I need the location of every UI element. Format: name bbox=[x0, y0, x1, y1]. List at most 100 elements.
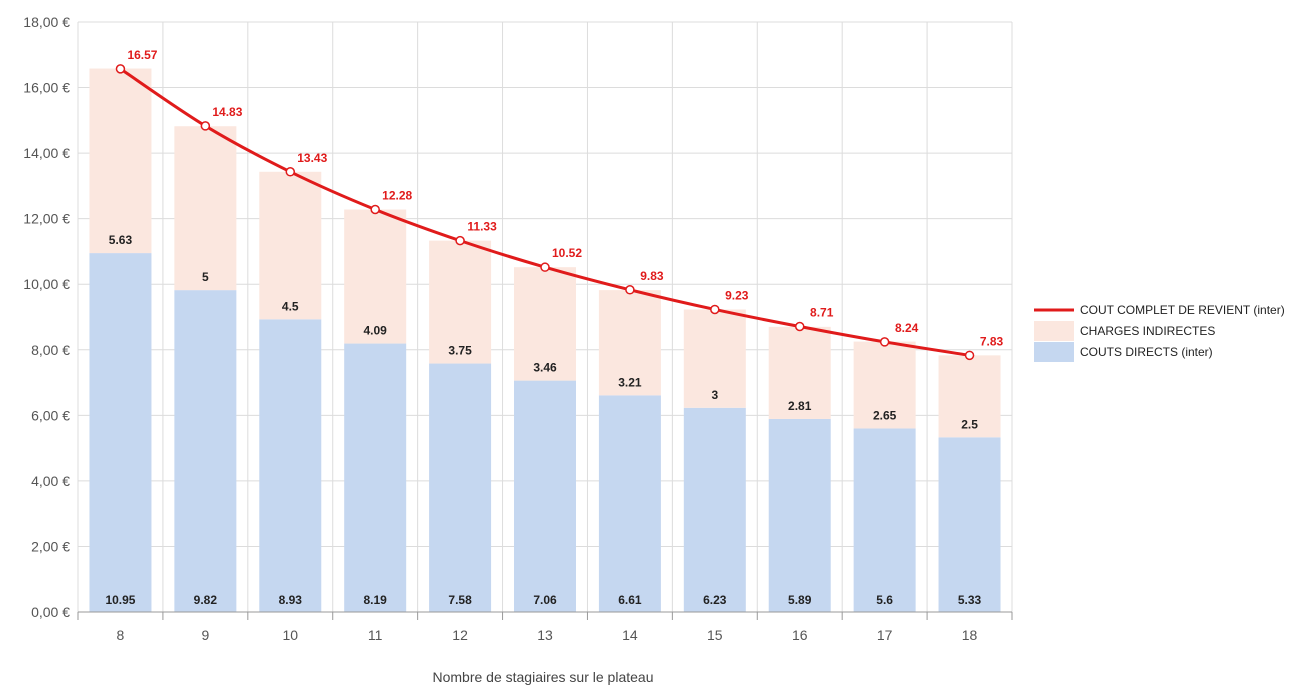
bar-couts-directs bbox=[514, 380, 576, 612]
bar-couts-directs bbox=[174, 290, 237, 612]
y-tick-label: 6,00 € bbox=[31, 407, 70, 423]
bar-charges-indirectes bbox=[598, 290, 661, 396]
line-point-cout-complet bbox=[879, 337, 890, 347]
x-tick-label: 18 bbox=[962, 627, 978, 643]
line-label-cout-complet: 14.83 bbox=[212, 105, 242, 119]
y-tick-label: 16,00 € bbox=[23, 80, 70, 96]
bar-label-charges-indirectes: 5 bbox=[202, 270, 209, 284]
bar-label-charges-indirectes: 4.5 bbox=[282, 299, 299, 313]
x-tick-label: 13 bbox=[537, 627, 553, 643]
legend-box-swatch bbox=[1034, 321, 1074, 341]
bar-label-couts-directs: 7.58 bbox=[448, 593, 472, 607]
bar-label-couts-directs: 10.95 bbox=[105, 593, 135, 607]
axis-layer: 0,00 € 2,00 € 4,00 € 6,00 € 8,00 € 10,00 € 12,… bbox=[23, 14, 1013, 643]
y-tick-label: 0,00 € bbox=[31, 604, 70, 620]
x-tick-label: 12 bbox=[452, 627, 468, 643]
legend-box-swatch bbox=[1034, 342, 1074, 362]
bar-label-charges-indirectes: 2.5 bbox=[961, 417, 978, 431]
x-tick-label: 8 bbox=[117, 627, 125, 643]
x-tick-label: 14 bbox=[622, 627, 638, 643]
line-point-cout-complet bbox=[625, 285, 635, 295]
line-label-cout-complet: 7.83 bbox=[980, 334, 1004, 348]
bar-label-couts-directs: 8.93 bbox=[279, 593, 303, 607]
x-tick-label: 15 bbox=[707, 627, 723, 643]
bar-charges-indirectes bbox=[853, 341, 916, 429]
legend-label: COUT COMPLET DE REVIENT (inter) bbox=[1080, 303, 1285, 317]
bar-label-charges-indirectes: 3.46 bbox=[533, 361, 557, 375]
bar-charges-indirectes bbox=[259, 171, 322, 320]
bar-couts-directs bbox=[429, 363, 492, 612]
line-label-cout-complet: 8.24 bbox=[895, 321, 919, 335]
bar-label-couts-directs: 6.61 bbox=[618, 593, 642, 607]
bar-couts-directs bbox=[344, 343, 407, 612]
y-tick-label: 4,00 € bbox=[31, 473, 70, 489]
x-axis-title: Nombre de stagiaires sur le plateau bbox=[432, 669, 653, 685]
x-tick-label: 10 bbox=[282, 627, 298, 643]
y-tick-label: 18,00 € bbox=[23, 14, 70, 30]
line-layer bbox=[115, 64, 975, 361]
line-label-cout-complet: 10.52 bbox=[552, 246, 582, 260]
line-label-cout-complet: 13.43 bbox=[297, 151, 327, 165]
bar-couts-directs bbox=[853, 428, 916, 612]
bar-label-charges-indirectes: 2.65 bbox=[873, 408, 897, 422]
bars-layer bbox=[89, 68, 1001, 613]
bar-couts-directs bbox=[89, 253, 152, 613]
bar-charges-indirectes bbox=[429, 240, 492, 364]
y-tick-label: 8,00 € bbox=[31, 342, 70, 358]
line-point-cout-complet bbox=[370, 204, 380, 215]
bar-label-couts-directs: 6.23 bbox=[703, 593, 727, 607]
bar-label-charges-indirectes: 3 bbox=[711, 388, 718, 402]
line-point-cout-complet bbox=[710, 304, 720, 315]
x-tick-label: 16 bbox=[792, 627, 808, 643]
line-point-cout-complet bbox=[964, 350, 975, 361]
line-point-cout-complet bbox=[115, 64, 126, 74]
labels-layer: 10.955.639.8258.934.58.194.097.583.757.0… bbox=[105, 48, 1003, 607]
y-tick-label: 10,00 € bbox=[23, 276, 70, 292]
bar-charges-indirectes bbox=[174, 126, 237, 291]
line-point-cout-complet bbox=[200, 121, 211, 131]
line-point-cout-complet bbox=[455, 235, 465, 246]
legend-label: COUTS DIRECTS (inter) bbox=[1080, 345, 1213, 359]
bar-charges-indirectes bbox=[683, 309, 746, 408]
bar-label-couts-directs: 5.6 bbox=[876, 593, 893, 607]
bar-label-charges-indirectes: 4.09 bbox=[364, 324, 388, 338]
bar-charges-indirectes bbox=[89, 68, 152, 254]
bar-charges-indirectes bbox=[938, 355, 1001, 438]
y-tick-label: 12,00 € bbox=[23, 211, 70, 227]
bar-label-charges-indirectes: 2.81 bbox=[788, 399, 812, 413]
bar-label-couts-directs: 9.82 bbox=[194, 593, 218, 607]
bar-label-couts-directs: 5.33 bbox=[958, 593, 982, 607]
bar-couts-directs bbox=[768, 418, 831, 612]
bar-charges-indirectes bbox=[344, 209, 407, 344]
line-label-cout-complet: 9.83 bbox=[640, 269, 664, 283]
x-tick-label: 9 bbox=[201, 627, 209, 643]
line-point-cout-complet bbox=[540, 262, 550, 272]
legend-layer: COUT COMPLET DE REVIENT (inter) CHARGES I… bbox=[1034, 303, 1285, 362]
line-label-cout-complet: 12.28 bbox=[382, 188, 412, 202]
line-label-cout-complet: 16.57 bbox=[127, 48, 157, 62]
bar-couts-directs bbox=[683, 407, 746, 612]
legend-label: CHARGES INDIRECTES bbox=[1080, 324, 1215, 338]
line-label-cout-complet: 9.23 bbox=[725, 288, 749, 302]
bar-charges-indirectes bbox=[514, 267, 576, 381]
line-point-cout-complet bbox=[794, 321, 805, 332]
x-tick-label: 11 bbox=[368, 627, 383, 643]
line-point-cout-complet bbox=[285, 167, 296, 177]
bar-couts-directs bbox=[598, 395, 661, 612]
x-tick-label: 17 bbox=[877, 627, 893, 643]
bar-label-couts-directs: 7.06 bbox=[533, 593, 557, 607]
line-label-cout-complet: 8.71 bbox=[810, 306, 834, 320]
bar-label-couts-directs: 5.89 bbox=[788, 593, 812, 607]
bar-label-couts-directs: 8.19 bbox=[364, 593, 388, 607]
y-tick-label: 14,00 € bbox=[23, 145, 70, 161]
bar-label-charges-indirectes: 3.21 bbox=[618, 375, 642, 389]
bar-couts-directs bbox=[938, 437, 1001, 612]
y-tick-label: 2,00 € bbox=[31, 538, 70, 554]
bar-charges-indirectes bbox=[768, 326, 831, 419]
bar-label-charges-indirectes: 5.63 bbox=[109, 233, 133, 247]
bar-label-charges-indirectes: 3.75 bbox=[448, 344, 472, 358]
line-label-cout-complet: 11.33 bbox=[467, 220, 497, 234]
bar-couts-directs bbox=[259, 319, 322, 612]
